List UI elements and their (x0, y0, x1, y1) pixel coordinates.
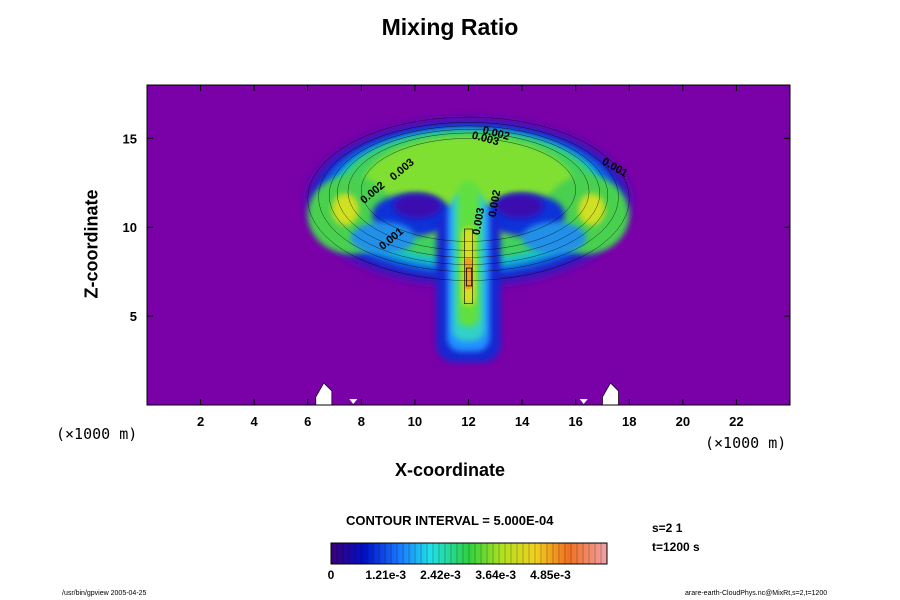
y-axis-ticks: 5 10 15 (123, 131, 790, 324)
mixing-ratio-field (147, 85, 790, 405)
x-axis-label: X-coordinate (394, 460, 505, 480)
cavity-right-deep (495, 193, 544, 219)
y-tick-label: 10 (123, 220, 137, 235)
x-unit-label-right: (×1000 m) (705, 434, 787, 452)
info-t-line: t=1200 s (652, 540, 700, 554)
contour-line (307, 116, 630, 281)
x-tick-label: 4 (251, 414, 259, 429)
contour-line (347, 132, 590, 251)
cavity-left-low (350, 221, 415, 254)
x-tick-label: 10 (408, 414, 422, 429)
contour-line (336, 129, 601, 258)
colorbar-tick-label: 3.64e-3 (475, 568, 516, 582)
colorbar-tick-label: 2.42e-3 (420, 568, 461, 582)
contour-line (328, 125, 609, 265)
surface-artifact (315, 382, 333, 405)
chart-title: Mixing Ratio (381, 14, 519, 40)
colorbar-tick-label: 0 (328, 568, 335, 582)
y-tick-label: 15 (123, 131, 137, 146)
colorbar: 0 1.21e-3 2.42e-3 3.64e-3 4.85e-3 (328, 542, 608, 582)
x-tick-label: 14 (515, 414, 530, 429)
lobe-right-core (578, 193, 606, 226)
x-tick-label: 8 (358, 414, 365, 429)
x-tick-label: 18 (622, 414, 636, 429)
surface-artifact-small (579, 399, 588, 404)
x-tick-label: 20 (676, 414, 690, 429)
surface-artifact-small (349, 399, 358, 404)
lobe-left-core (331, 193, 359, 226)
x-tick-label: 2 (197, 414, 204, 429)
stem-core-contour (465, 267, 473, 287)
y-tick-label: 5 (130, 309, 137, 324)
cavity-left-deep (393, 193, 442, 219)
x-tick-label: 22 (729, 414, 743, 429)
footer-right: arare-earth-CloudPhys.nc@MixRt,s=2,t=120… (685, 590, 828, 597)
colorbar-tick-label: 1.21e-3 (365, 568, 406, 582)
contour-interval-label: CONTOUR INTERVAL = 5.000E-04 (346, 513, 554, 528)
cavity-right-low (522, 221, 587, 254)
colorbar-tick-label: 4.85e-3 (530, 568, 571, 582)
info-s-line: s=2 1 (652, 521, 683, 535)
x-unit-label-left: (×1000 m) (56, 425, 138, 443)
contour-line (318, 122, 619, 272)
contour-line (361, 138, 576, 242)
surface-artifact (602, 382, 619, 405)
x-axis-ticks: 2 4 6 8 10 12 14 16 18 20 22 (197, 85, 744, 429)
x-tick-label: 16 (568, 414, 582, 429)
stem-contour (464, 228, 473, 304)
footer-left: /usr/bin/gpview 2005-04-25 (62, 590, 147, 597)
contour-label: 0.002 (487, 189, 504, 218)
x-tick-label: 6 (304, 414, 311, 429)
x-tick-label: 12 (461, 414, 475, 429)
contour-label: 0.003 (471, 207, 488, 236)
stem-core (464, 257, 473, 290)
